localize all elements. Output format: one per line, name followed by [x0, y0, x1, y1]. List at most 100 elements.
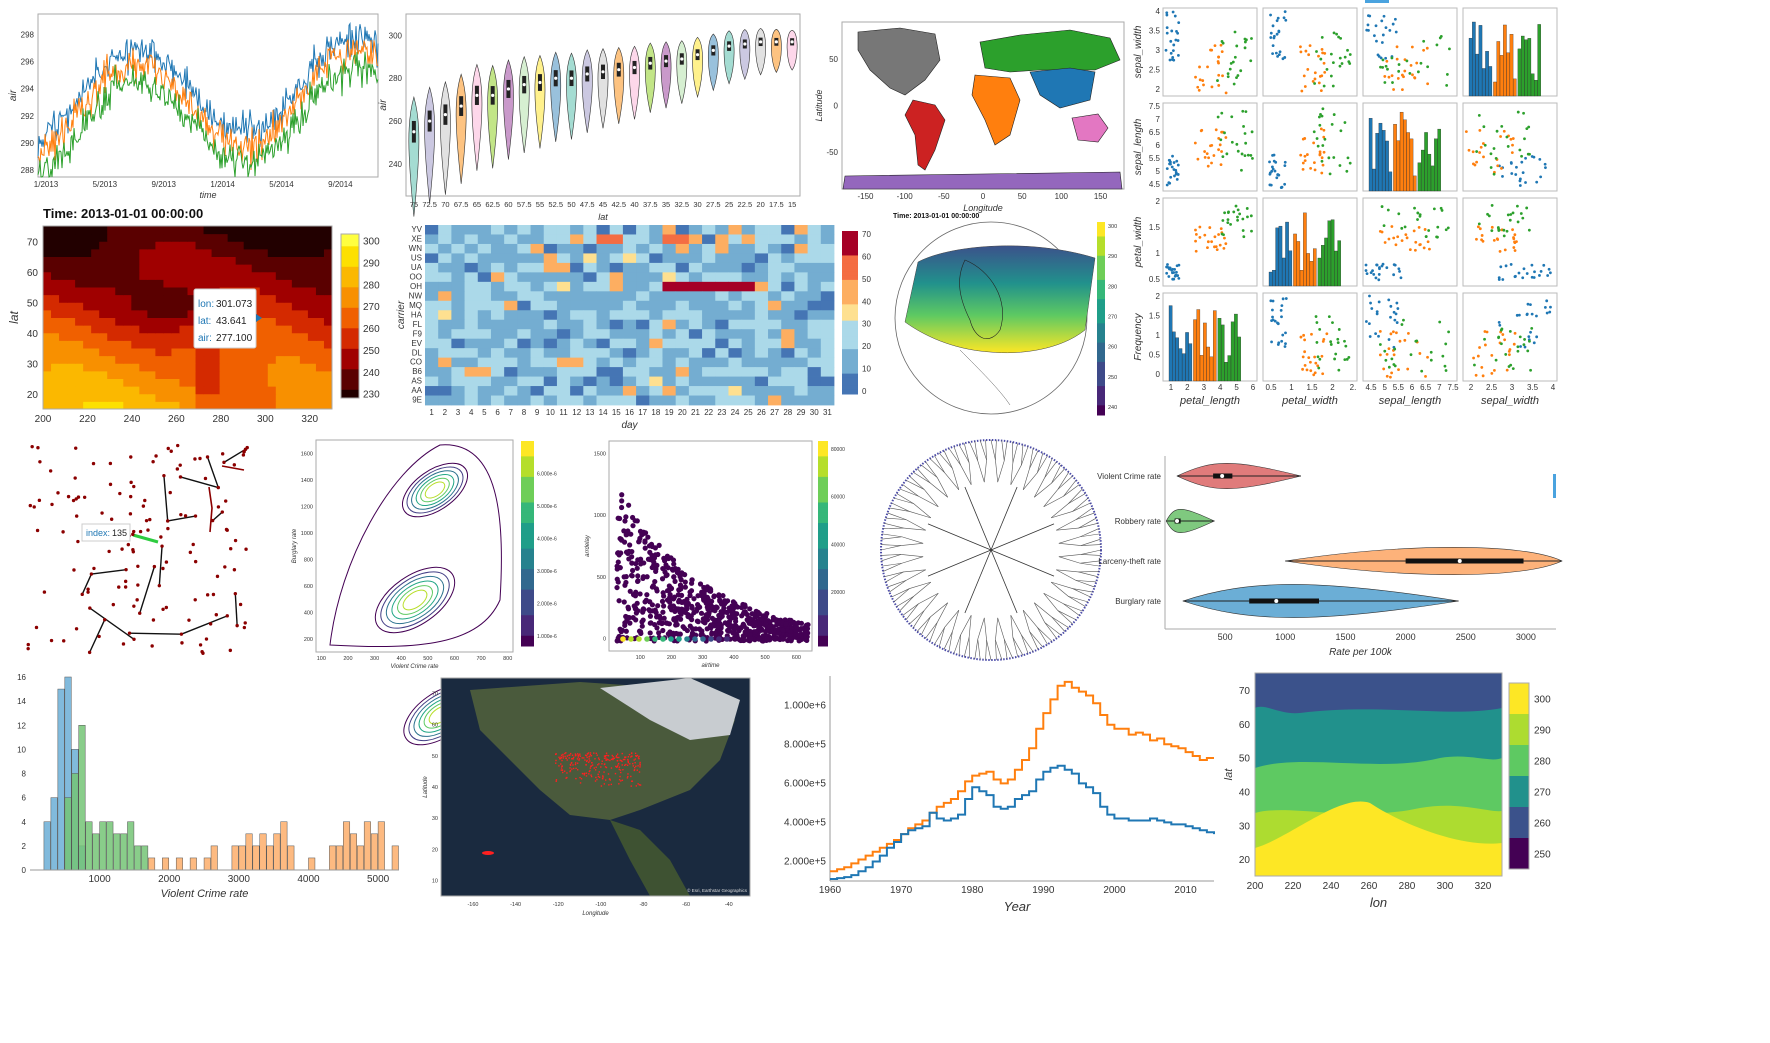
heat-cell: [299, 332, 309, 341]
heat-cell: [123, 325, 132, 334]
heat-cell: [115, 355, 124, 364]
scatter-point: [1387, 75, 1391, 79]
heat-cell: [59, 378, 68, 387]
column-label: 28: [783, 408, 792, 417]
scatter-point: [1271, 299, 1275, 303]
location-point: [621, 779, 624, 782]
heat-cell: [464, 376, 479, 387]
location-point: [639, 784, 642, 786]
scatter-point: [1319, 113, 1322, 116]
y-axis-label: lat: [1223, 768, 1235, 781]
scatter-point: [1194, 228, 1197, 232]
heat-cell: [323, 271, 333, 280]
heat-cell: [203, 248, 213, 257]
heat-cell: [267, 248, 277, 257]
heat-cell: [556, 253, 571, 264]
colorbar-segment: [1097, 313, 1105, 319]
heat-cell: [543, 376, 558, 387]
africa-region: [971, 74, 1021, 146]
colorbar-segment: [842, 267, 858, 273]
scatter-point: [1385, 374, 1389, 378]
tree-branch: [1029, 448, 1034, 469]
heat-cell: [283, 279, 293, 288]
hex-bin: [700, 636, 706, 642]
graph-node: [161, 607, 165, 611]
heat-cell: [259, 279, 269, 288]
heat-cell: [43, 325, 52, 334]
scatter-point: [1467, 148, 1471, 152]
tree-branch: [934, 455, 945, 473]
tree-branch: [896, 493, 914, 504]
heat-cell: [291, 401, 301, 410]
heat-cell: [147, 378, 156, 387]
tree-branch: [1044, 461, 1057, 478]
heat-cell: [131, 378, 140, 387]
scatter-point: [1426, 65, 1430, 69]
scatter-point: [1403, 69, 1407, 73]
heat-cell: [115, 363, 124, 372]
tree-branch: [952, 468, 960, 490]
heat-cell: [107, 401, 116, 410]
scatter-point: [1167, 275, 1171, 278]
heat-cell: [583, 319, 597, 330]
scatter-point: [1243, 40, 1247, 44]
scatter-point: [1275, 32, 1279, 36]
heat-cell: [543, 395, 558, 406]
heat-cell: [59, 317, 68, 326]
tree-branch: [1012, 637, 1019, 657]
location-point: [638, 755, 640, 758]
heat-cell: [59, 264, 68, 273]
scatter-point: [1232, 82, 1236, 86]
scatter-point: [1322, 84, 1326, 88]
location-point: [635, 755, 637, 757]
heat-cell: [715, 281, 729, 292]
histogram-bar: [50, 797, 58, 871]
y-tick-label: 6.5: [1149, 128, 1161, 137]
heat-cell: [259, 294, 269, 303]
location-point: [575, 767, 577, 770]
colorbar-tick-label: 300: [1108, 224, 1117, 230]
heat-cell: [807, 253, 822, 264]
scatter-point: [1522, 343, 1526, 346]
scatter-point: [1300, 89, 1304, 93]
scatter-point: [1165, 26, 1169, 29]
tree-branch: [1051, 511, 1073, 519]
heat-cell: [51, 370, 60, 379]
scatter-point: [1395, 57, 1399, 61]
scatter-point: [1490, 353, 1494, 357]
heat-cell: [530, 310, 545, 321]
heat-cell: [570, 291, 584, 302]
heat-cell: [227, 378, 237, 387]
hex-bin: [614, 576, 620, 582]
scatter-point: [1390, 74, 1394, 78]
histogram-bar: [1221, 324, 1225, 382]
y-axis-label: air: [8, 89, 19, 101]
location-point: [576, 762, 579, 764]
heat-cell: [583, 348, 597, 359]
step-series-line: [830, 764, 1215, 880]
scatter-point: [1206, 240, 1210, 244]
heat-cell: [490, 272, 505, 283]
scatter-point: [1343, 339, 1346, 343]
location-point: [594, 769, 597, 771]
hex-bin: [614, 638, 620, 644]
row-label: AA: [411, 386, 422, 395]
heat-cell: [754, 367, 769, 377]
scatter-point: [1320, 156, 1324, 160]
heat-cell: [609, 300, 624, 311]
tree-branch: [1034, 602, 1045, 623]
histogram-bar: [1434, 138, 1438, 192]
tree-branch: [1010, 464, 1022, 485]
heat-cell: [59, 294, 68, 303]
heat-cell: [59, 287, 68, 296]
location-point: [598, 771, 600, 773]
tree-branch: [995, 440, 997, 460]
hex-bin: [691, 596, 697, 602]
graph-node: [165, 519, 170, 523]
heat-cell: [227, 271, 237, 280]
heat-cell: [243, 264, 253, 273]
heat-cell: [259, 348, 269, 357]
histogram-bar: [1317, 257, 1322, 287]
heat-cell: [83, 294, 92, 303]
